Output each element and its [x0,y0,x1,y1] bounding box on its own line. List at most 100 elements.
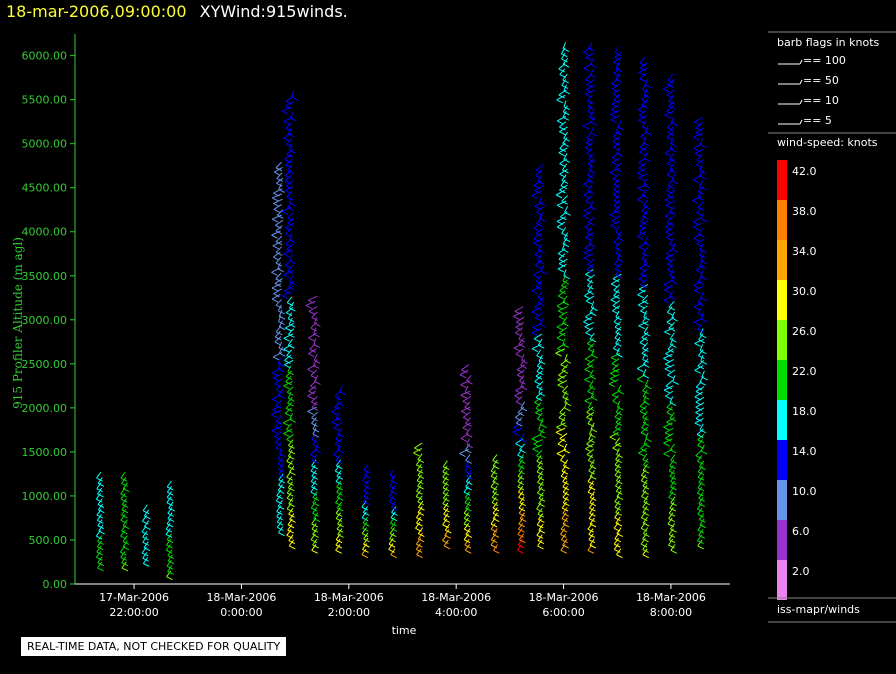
wind-barb-flag [531,311,539,316]
wind-barb-flag [555,194,563,199]
wind-barb-flag [97,567,104,572]
wind-barb-staff [285,238,293,245]
wind-barb-staff [310,396,318,403]
wind-barb-flag [695,132,703,137]
wind-barb-staff [287,201,293,209]
wind-barb-flag [270,414,278,419]
wind-barb-flag [587,179,594,184]
wind-barb-flag [445,529,452,534]
wind-barb-flag [313,333,320,338]
wind-barb-flag [698,497,705,502]
wind-barb-flag [462,427,469,432]
wind-barb-flag [638,278,645,283]
wind-barb-staff [699,138,703,145]
wind-barb-flag [615,78,623,83]
wind-barb-staff [278,320,284,328]
wind-barb-flag [558,68,565,73]
wind-barb-staff [587,184,593,192]
wind-barb-staff [311,454,317,461]
wind-barb-staff [311,522,317,530]
wind-barb-flag [615,131,623,136]
wind-barb-staff [640,305,648,312]
wind-barb-flag [609,378,617,383]
wind-barb-flag [312,433,320,438]
wind-barb-staff [588,216,595,223]
wind-barb-staff [615,474,622,482]
wind-barb-flag [562,301,570,306]
wind-barb-flag [463,512,471,517]
wind-barb-staff [536,206,544,213]
wind-barb-flag [699,524,707,529]
wind-barb-flag [516,422,523,427]
wind-barb-staff [415,522,421,529]
wind-barb-flag [336,475,344,480]
wind-barb-flag [612,369,619,373]
wind-barb-flag [520,365,528,369]
wind-barb-flag [698,355,705,360]
wind-barb-staff [283,116,294,122]
wind-barbs [95,42,708,581]
wind-barb-staff [615,506,621,513]
wind-barb-flag [361,517,369,522]
wind-barb-staff [695,402,705,408]
wind-barb-flag [534,253,541,258]
wind-barb-staff [275,235,283,243]
wind-barb-staff [520,359,526,366]
wind-barb-staff [284,100,295,107]
wind-barb-flag [559,412,566,417]
wind-barb-flag [612,141,620,146]
wind-barb-flag [591,396,598,401]
wind-barb-flag [277,526,284,531]
wind-barb-flag [271,287,279,292]
wind-barb-staff [512,427,523,433]
wind-barb-staff [537,534,543,541]
wind-barb-staff [698,227,704,235]
wind-barb-staff [363,490,369,497]
wind-barb-staff [665,359,674,365]
wind-barb-staff [513,422,523,428]
wind-barb-flag [141,531,149,536]
wind-profile [459,364,474,554]
wind-barb-flag [556,226,564,231]
wind-barb-flag [533,227,540,232]
wind-barb-staff [536,365,542,372]
wind-barb-staff [143,509,150,517]
wind-barb-flag [537,513,545,518]
wind-barb-staff [558,89,567,96]
wind-barb-flag [165,533,173,538]
wind-barb-flag [144,526,151,530]
wind-barb-flag [416,490,423,495]
wind-barb-flag [667,311,674,316]
wind-barb-flag [560,216,567,221]
wind-barb-staff [561,364,569,371]
wind-barb-staff [274,330,281,338]
wind-barb-flag [665,231,672,236]
wind-barb-staff [287,449,293,457]
wind-barb-staff [96,471,102,479]
wind-barb-flag [667,132,675,137]
wind-profile [531,164,548,550]
wind-barb-staff [560,470,566,477]
wind-barb-flag [532,242,540,247]
wind-barb-flag [443,497,450,502]
wind-barb-flag [311,401,318,406]
wind-barb-flag [278,474,285,479]
wind-barb-flag [640,527,648,532]
wind-barb-flag [513,426,520,431]
wind-barb-staff [443,507,449,515]
wind-barb-flag [588,533,596,538]
wind-barb-staff [361,548,367,555]
wind-barb-staff [333,422,342,429]
wind-barb-staff [665,390,674,397]
x-tick-time: 0:00:00 [220,606,262,619]
wind-barb-staff [463,517,469,525]
wind-barb-staff [465,480,471,488]
wind-barb-flag [309,454,317,459]
wind-barb-flag [642,390,649,395]
wind-barb-staff [121,498,127,505]
wind-barb-staff [388,495,395,503]
wind-barb-staff [122,540,128,548]
wind-barb-staff [415,458,422,466]
wind-barb-staff [666,168,674,176]
wind-barb-flag [610,225,617,229]
